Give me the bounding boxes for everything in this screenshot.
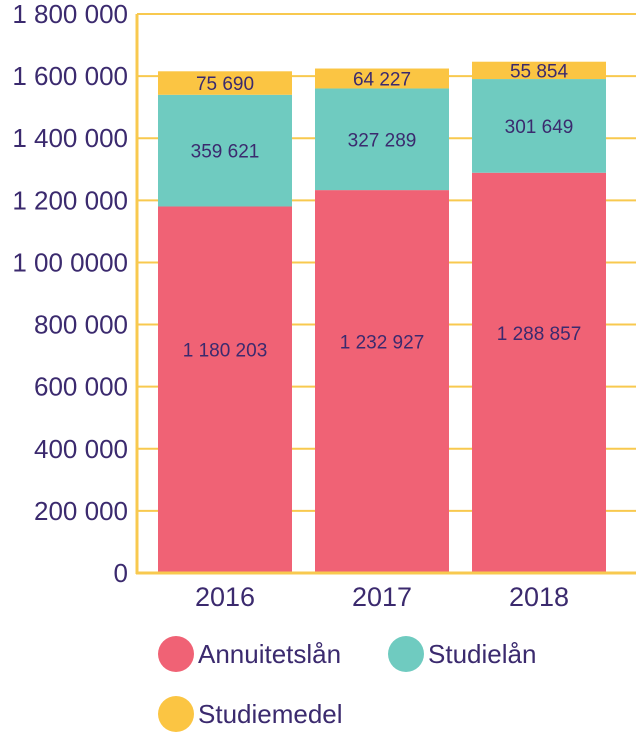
axes: 0 200 000 400 000 600 000 800 000 1 00 0000 1 … [12, 0, 636, 612]
bar-segment [158, 206, 292, 574]
data-label: 1 288 857 [497, 324, 582, 345]
y-tick-label: 800 000 [34, 310, 128, 340]
y-tick-label: 1 800 000 [12, 0, 128, 29]
bar-segment [158, 71, 292, 95]
legend-item-studielan: Studielån [388, 636, 536, 672]
data-label: 75 690 [196, 74, 254, 95]
bar-segment [315, 68, 449, 89]
legend-item-studiemedel: Studiemedel [158, 696, 343, 732]
y-tick-label: 1 400 000 [12, 123, 128, 153]
y-tick-label: 600 000 [34, 372, 128, 402]
data-label: 1 232 927 [340, 333, 425, 354]
data-label: 301 649 [505, 117, 574, 138]
data-label: 1 180 203 [183, 341, 268, 362]
x-tick-label: 2017 [352, 582, 412, 612]
bar-segment [472, 172, 606, 574]
legend-label-studielan: Studielån [428, 638, 537, 669]
legend-label-studiemedel: Studiemedel [198, 698, 343, 729]
y-tick-label: 1 600 000 [12, 61, 128, 91]
bar-segment [158, 94, 292, 207]
data-label: 55 854 [510, 61, 569, 82]
legend-swatch-studielan [388, 636, 424, 672]
bars [158, 61, 606, 574]
stacked-bar-chart: 1 180 203 359 621 75 690 1 232 927 327 289 64… [12, 0, 636, 612]
y-tick-label: 0 [114, 558, 128, 588]
y-tick-label: 400 000 [34, 434, 128, 464]
bar-segment [472, 79, 606, 173]
bar-segment [315, 190, 449, 573]
y-tick-label: 200 000 [34, 496, 128, 526]
legend-label-annuitetslan: Annuitetslån [198, 638, 342, 669]
legend-swatch-annuitetslan [158, 636, 194, 672]
y-tick-label: 1 200 000 [12, 185, 128, 215]
legend-item-annuitetslan: Annuitetslån [158, 636, 341, 672]
x-tick-label: 2018 [509, 582, 569, 612]
bar-segment [472, 61, 606, 80]
data-labels: 1 180 203 359 621 75 690 1 232 927 327 289 64… [183, 61, 582, 361]
data-label: 327 289 [348, 130, 417, 151]
x-tick-label: 2016 [195, 582, 255, 612]
bar-segment [315, 88, 449, 191]
data-label: 359 621 [191, 142, 260, 163]
y-tick-label: 1 00 0000 [12, 247, 128, 277]
data-label: 64 227 [353, 69, 411, 90]
legend-swatch-studiemedel [158, 696, 194, 732]
